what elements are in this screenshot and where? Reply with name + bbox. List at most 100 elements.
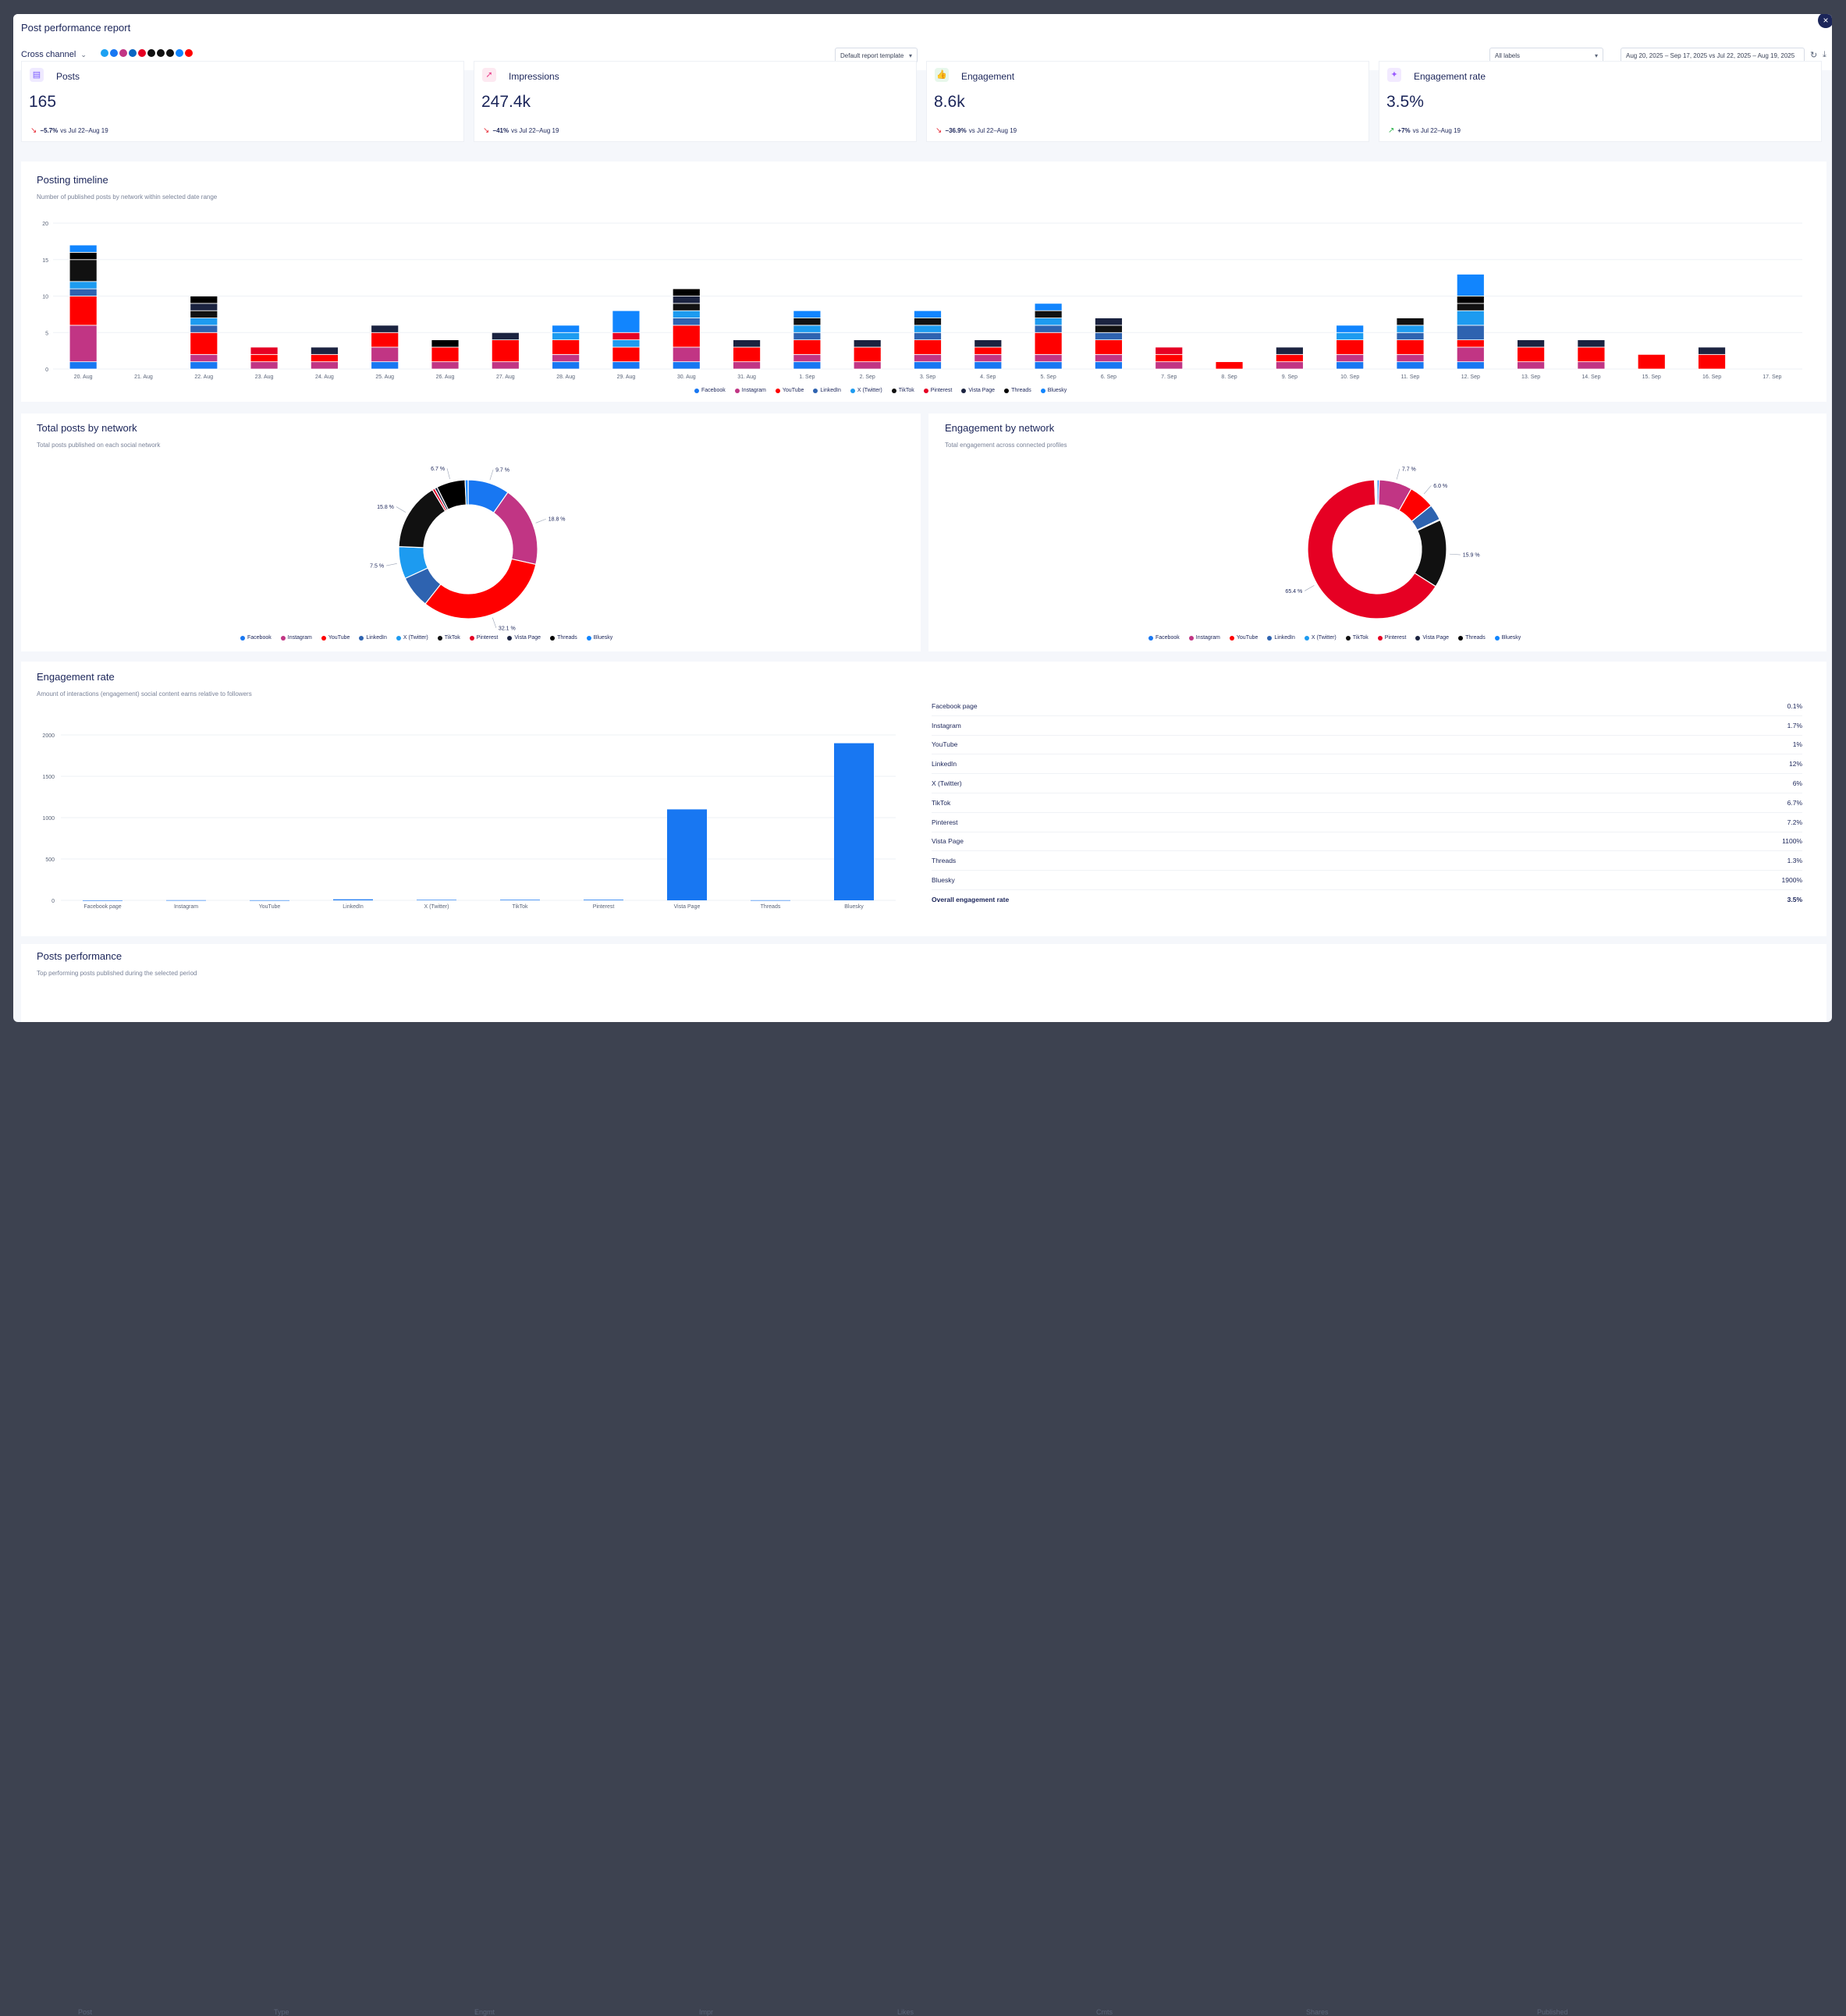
legend-item[interactable]: Threads [1004,388,1031,393]
legend-item[interactable]: Instagram [734,388,766,393]
legend-item[interactable]: Vista Page [507,635,541,641]
x-tick-label: 12. Sep [1461,374,1480,380]
x-tick-label: 6. Sep [1101,374,1116,380]
legend-dot [1267,635,1273,641]
download-icon[interactable]: ⤓ [1823,50,1826,59]
legend-dot [1458,635,1464,641]
table-row: Facebook page 0.1% [932,697,1802,716]
legend-dot [1415,635,1421,641]
kpi-card-posts: ▤ Posts 165 ↘ −5.7% vs Jul 22–Aug 19 [21,61,464,142]
bar-segment [1275,346,1304,355]
kpi-trend: ↘ −41% vs Jul 22–Aug 19 [483,126,559,135]
legend-item[interactable]: LinkedIn [1267,635,1295,641]
bar [667,809,707,900]
column-label: Post [78,2008,93,2016]
legend-dot [550,635,556,641]
x-tick-label: Pinterest [593,904,615,910]
engagement-network-legend: Facebook Instagram YouTube LinkedIn X (Twitt… [1148,635,1521,641]
x-tick-label: 5. Sep [1040,374,1056,380]
bar-segment [1336,325,1365,333]
timeline-legend: Facebook Instagram YouTube LinkedIn X (Twitt… [694,388,1067,393]
legend-item[interactable]: X (Twitter) [1304,635,1337,641]
legend-item[interactable]: Facebook [1148,635,1180,641]
labels-select[interactable]: All labels ▾ [1489,48,1603,63]
channel-select[interactable]: Cross channel ⌄ [21,50,87,59]
refresh-icon[interactable]: ↻ [1810,51,1818,60]
legend-label: Facebook [247,635,272,641]
legend-label: Vista Page [968,388,996,393]
legend-label: Bluesky [1047,388,1067,393]
legend-item[interactable]: Pinterest [1377,635,1406,641]
trend-down-icon: ↘ [30,126,37,135]
legend-item[interactable]: YouTube [321,635,350,641]
legend-dot [359,635,364,641]
legend-label: YouTube [328,635,350,641]
x-tick-label: 23. Aug [255,374,274,380]
legend-item[interactable]: Pinterest [923,388,952,393]
legend-item[interactable]: Instagram [1188,635,1220,641]
legend-item[interactable]: YouTube [775,388,804,393]
legend-label: Facebook [701,388,726,393]
x-tick-label: 28. Aug [556,374,575,380]
tiktok-icon [157,49,165,57]
legend-item[interactable]: Vista Page [1415,635,1449,641]
legend-item[interactable]: YouTube [1229,635,1258,641]
network-icon: ✦ [1387,68,1401,82]
row-network: TikTok [932,798,951,807]
row-network: YouTube [932,740,958,749]
x-tick-label: 16. Sep [1702,374,1721,380]
threads-icon [147,49,155,57]
bar-segment [431,339,460,348]
label-connector [489,469,494,481]
row-network: Bluesky [932,876,955,885]
legend-item[interactable]: TikTok [891,388,914,393]
x-twitter-icon [166,49,174,57]
legend-label: Instagram [741,388,766,393]
legend-item[interactable]: Bluesky [586,635,612,641]
x-tick-label: 25. Aug [375,374,394,380]
sort-desc-icon: ↓ [474,2008,478,2016]
y-tick-label: 2000 [42,733,55,739]
bar-segment [672,288,701,296]
total-posts-legend: Facebook Instagram YouTube LinkedIn X (Twitt… [240,635,612,641]
engagement-rate-subtitle: Amount of interactions (engagement) soci… [37,690,252,697]
legend-item[interactable]: Instagram [280,635,312,641]
x-tick-label: 8. Sep [1221,374,1237,380]
legend-item[interactable]: TikTok [1345,635,1369,641]
bar-segment [491,332,520,341]
x-tick-label: 15. Sep [1642,374,1661,380]
legend-item[interactable]: Vista Page [961,388,995,393]
x-tick-label: Vista Page [674,904,701,910]
bar-segment [1155,346,1184,355]
legend-dot [1377,635,1383,641]
legend-item[interactable]: Threads [1458,635,1486,641]
legend-item[interactable]: X (Twitter) [850,388,882,393]
legend-dot [469,635,474,641]
legend-item[interactable]: LinkedIn [359,635,387,641]
legend-item[interactable]: Bluesky [1494,635,1521,641]
column-label: Cmts [1096,2008,1113,2016]
bar-segment [1456,274,1485,296]
close-icon[interactable]: × [1818,14,1832,28]
legend-item[interactable]: Threads [550,635,577,641]
bar-segment [1637,353,1666,370]
x-tick-label: Instagram [174,904,198,910]
legend-item[interactable]: Facebook [694,388,726,393]
legend-dot [586,635,591,641]
legend-item[interactable]: LinkedIn [813,388,841,393]
legend-item[interactable]: Bluesky [1040,388,1067,393]
legend-dot [1148,635,1153,641]
legend-dot [240,635,245,641]
table-row: TikTok 6.7% [932,793,1802,813]
legend-item[interactable]: X (Twitter) [396,635,428,641]
legend-item[interactable]: Facebook [240,635,272,641]
donut-slice [464,479,469,506]
chevron-down-icon: ▾ [908,52,912,59]
legend-item[interactable]: TikTok [437,635,460,641]
donut-slice [1376,479,1378,506]
slice-label: 32.1 % [499,626,516,631]
slice-label: 7.7 % [1402,467,1416,472]
legend-item[interactable]: Pinterest [469,635,498,641]
x-tick-label: 30. Aug [677,374,696,380]
bar-segment [552,325,580,333]
